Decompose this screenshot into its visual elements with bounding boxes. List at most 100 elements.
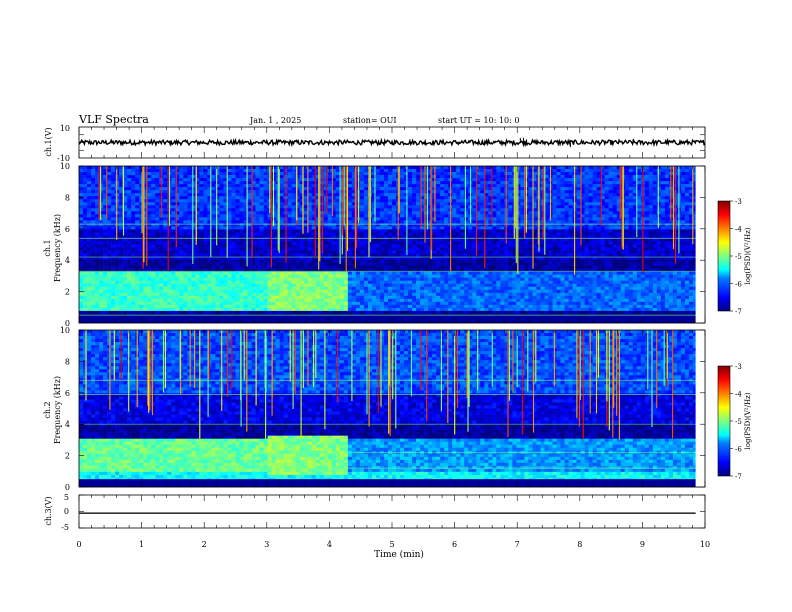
s1-cell xyxy=(592,244,597,248)
s1-cell xyxy=(355,175,361,179)
s1-cell xyxy=(556,169,561,173)
s1-cell xyxy=(416,247,421,251)
s1-cell xyxy=(532,172,537,176)
s1-cell xyxy=(568,247,573,251)
s1-cell xyxy=(99,202,104,206)
s1-cell xyxy=(95,187,100,191)
s1-cell xyxy=(327,253,333,257)
s1-cell xyxy=(476,181,481,185)
s1-cell xyxy=(532,178,537,182)
s1-cell xyxy=(147,211,152,215)
s1-cell xyxy=(608,166,613,170)
s1-cell xyxy=(600,238,605,242)
s1-cell xyxy=(127,256,132,260)
s1-cell xyxy=(323,253,329,257)
s1-cell xyxy=(175,172,180,176)
s1-cell xyxy=(588,166,593,170)
s1-cell xyxy=(187,193,192,197)
s1-cell xyxy=(560,169,565,173)
s1-cell xyxy=(179,259,184,263)
s1-cell xyxy=(259,184,264,188)
s1-cell xyxy=(363,256,369,260)
s1-cell xyxy=(656,184,662,188)
s1-cell xyxy=(576,172,581,176)
s1-cell xyxy=(452,196,457,200)
s1-cell xyxy=(195,223,200,227)
s1-cell xyxy=(351,235,357,239)
s1-cell xyxy=(363,238,369,242)
s1-cell xyxy=(588,190,593,194)
s1-cell xyxy=(604,205,609,209)
s1-cell xyxy=(347,232,353,236)
s1-cell xyxy=(351,205,357,209)
s1-cell xyxy=(656,229,662,233)
s1-cell xyxy=(83,250,88,254)
s1-cell xyxy=(480,193,485,197)
s1-cell xyxy=(179,220,184,224)
s1-cell xyxy=(167,256,172,260)
s1-cell xyxy=(87,202,92,206)
s1-cell xyxy=(608,184,613,188)
s1-cell xyxy=(111,238,116,242)
s1-cell xyxy=(103,259,108,263)
s1-cell xyxy=(331,166,337,170)
s1-cell xyxy=(676,253,682,257)
s1-cell xyxy=(295,202,300,206)
s1-cell xyxy=(436,169,441,173)
s1-cell xyxy=(331,199,337,203)
s1-cell xyxy=(331,208,337,212)
s1-cell xyxy=(383,235,389,239)
s1-cell xyxy=(163,208,168,212)
s1-cell xyxy=(400,223,405,227)
s1-cell xyxy=(692,187,698,191)
s1-cell xyxy=(151,208,156,212)
s1-cell xyxy=(311,205,317,209)
s1-cell xyxy=(291,220,296,224)
s1-cell xyxy=(247,226,252,230)
s1-cell xyxy=(247,256,252,260)
s1-cell xyxy=(359,196,365,200)
s1-cell xyxy=(400,172,405,176)
s1-cell xyxy=(404,175,409,179)
s1-cell xyxy=(656,178,662,182)
s1-cell xyxy=(163,202,168,206)
s1-cell xyxy=(612,187,618,191)
s1-cell xyxy=(520,250,525,254)
s1-cell xyxy=(91,172,96,176)
s1-cell xyxy=(600,190,605,194)
s1-cell xyxy=(460,214,465,218)
s1-cell xyxy=(267,232,272,236)
s1-cell xyxy=(263,229,268,233)
s1-cell xyxy=(111,253,116,257)
s1-cell xyxy=(143,208,148,212)
s1-cell xyxy=(251,205,256,209)
s1-cell xyxy=(636,232,642,236)
s1-cell xyxy=(656,253,662,257)
s1-cell xyxy=(223,238,228,242)
s1-cell xyxy=(231,196,236,200)
s1-cell xyxy=(355,184,361,188)
s1-cell xyxy=(387,172,393,176)
s1-cell xyxy=(315,169,321,173)
s1-cell xyxy=(359,250,365,254)
s1-cell xyxy=(680,247,686,251)
s1-cell xyxy=(235,169,240,173)
s1-cell xyxy=(291,232,296,236)
s1-cell xyxy=(496,220,501,224)
s1-cell xyxy=(460,205,465,209)
s1-cell xyxy=(668,250,674,254)
s1-cell xyxy=(664,199,670,203)
s1-cell xyxy=(147,259,152,263)
s1-cell xyxy=(668,226,674,230)
s1-cell xyxy=(179,232,184,236)
s1-cell xyxy=(500,232,505,236)
s1-cell xyxy=(103,226,108,230)
s1-cell xyxy=(227,244,232,248)
s1-cell xyxy=(235,175,240,179)
s1-cell xyxy=(363,178,369,182)
s1-cell xyxy=(580,226,585,230)
s1-cell xyxy=(139,244,144,248)
s1-cell xyxy=(155,214,160,218)
s1-cell xyxy=(452,226,457,230)
s1-cell xyxy=(87,244,92,248)
